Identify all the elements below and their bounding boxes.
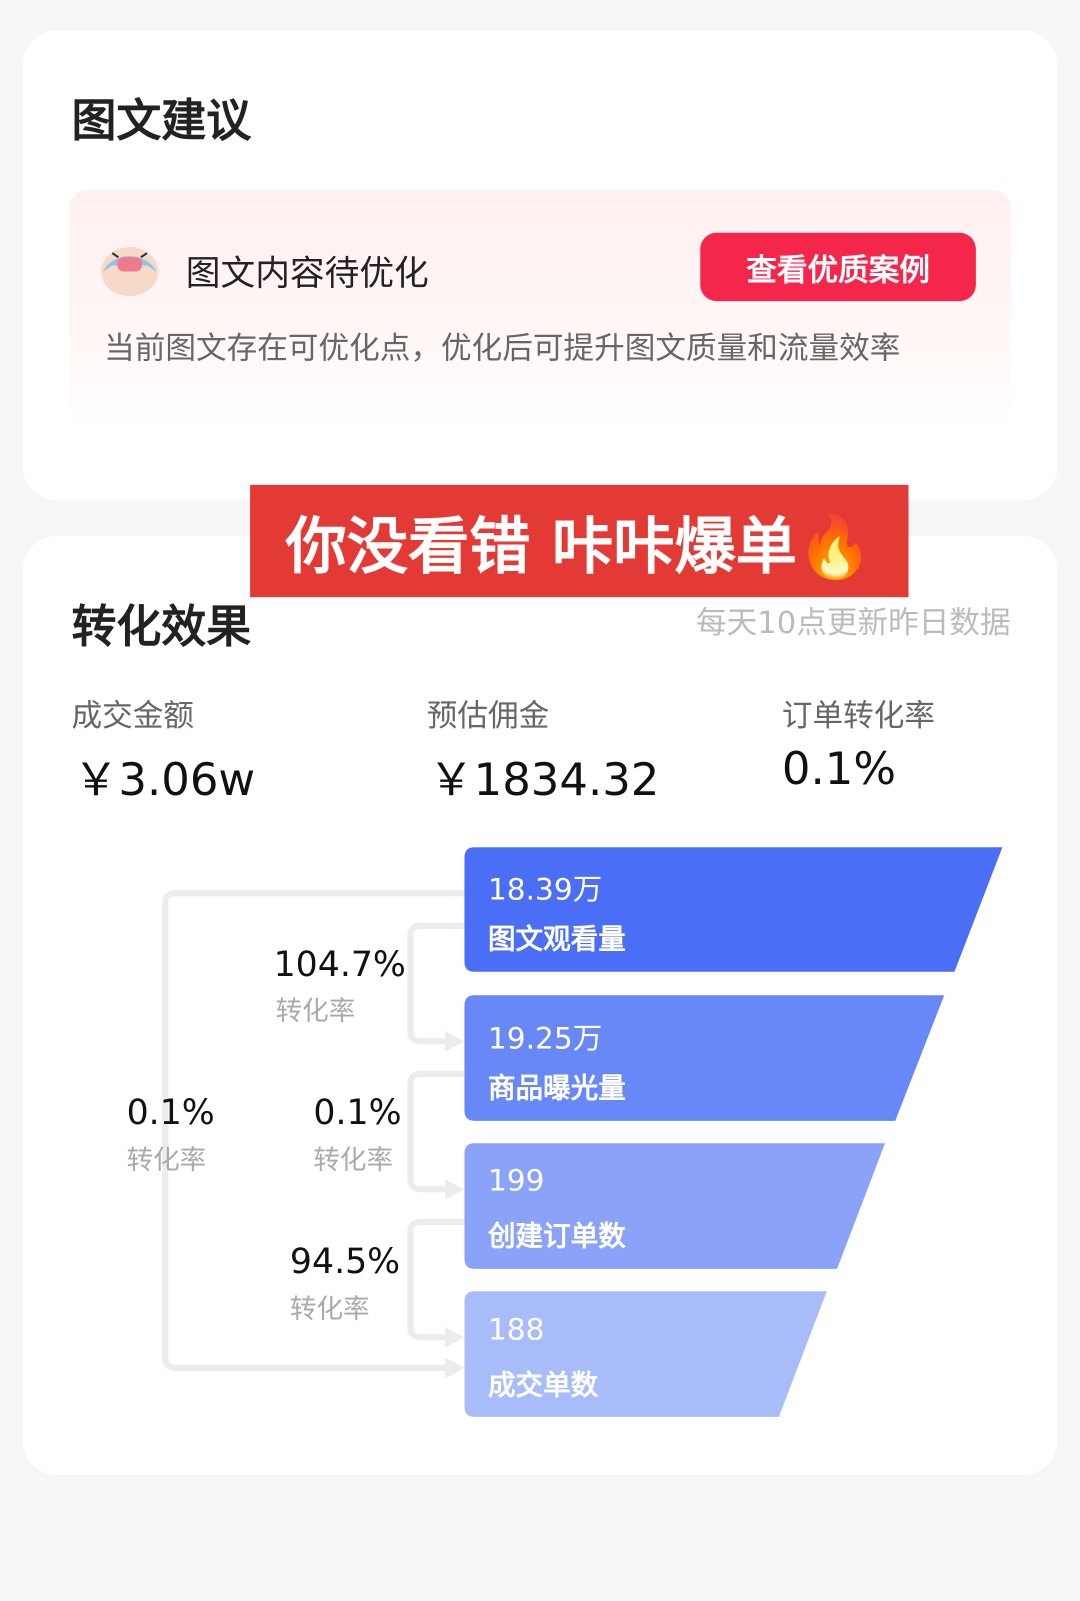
rate-label-1: 转化率 (275, 996, 356, 1027)
funnel-bar-views (464, 847, 1003, 972)
funnel-bar-exposure (464, 995, 945, 1121)
crying-face-icon (100, 243, 159, 297)
metric-value-order-rate: 0.1% (781, 743, 897, 796)
rate-label-3: 转化率 (289, 1294, 370, 1325)
funnel-value-views: 18.39万 (487, 871, 603, 907)
funnel-value-orders-created: 199 (487, 1162, 545, 1198)
funnel-label-exposure: 商品曝光量 (487, 1072, 626, 1105)
funnel-value-orders-completed: 188 (487, 1311, 545, 1347)
tip-description: 当前图文存在可优化点，优化后可提升图文质量和流量效率 (104, 330, 901, 367)
connector-1 (407, 922, 465, 1045)
rate-value-2: 0.1% (313, 1092, 402, 1134)
rate-label-2: 转化率 (313, 1145, 394, 1176)
funnel-label-orders-created: 创建订单数 (487, 1220, 626, 1253)
rate-label-overall: 转化率 (126, 1145, 207, 1176)
funnel-bar-orders-completed (464, 1291, 827, 1417)
conversion-title: 转化效果 (71, 601, 252, 654)
view-quality-cases-button[interactable]: 查看优质案例 (700, 232, 976, 302)
tip-panel (69, 189, 1011, 435)
rate-value-1: 104.7% (273, 944, 406, 986)
overlay-banner: 你没看错 咔咔爆单🔥 (250, 484, 909, 598)
connector-overall (162, 890, 465, 1371)
rate-value-overall: 0.1% (126, 1092, 215, 1134)
metric-value-commission: ￥1834.32 (428, 754, 660, 807)
funnel-value-exposure: 19.25万 (487, 1020, 603, 1056)
metric-label-commission: 预估佣金 (426, 698, 550, 734)
connector-3 (407, 1218, 465, 1341)
metric-label-gmv: 成交金额 (71, 698, 194, 734)
connector-2 (407, 1070, 465, 1193)
tip-title: 图文内容待优化 (185, 253, 429, 294)
funnel-bar-orders-created (464, 1143, 886, 1269)
rate-value-3: 94.5% (289, 1241, 401, 1283)
funnel-label-views: 图文观看量 (487, 923, 626, 956)
update-note: 每天10点更新昨日数据 (695, 605, 1011, 642)
metric-label-order-rate: 订单转化率 (781, 698, 936, 734)
suggestion-title: 图文建议 (71, 94, 252, 147)
funnel-label-orders-completed: 成交单数 (487, 1369, 599, 1402)
metric-value-gmv: ￥3.06w (73, 754, 256, 807)
